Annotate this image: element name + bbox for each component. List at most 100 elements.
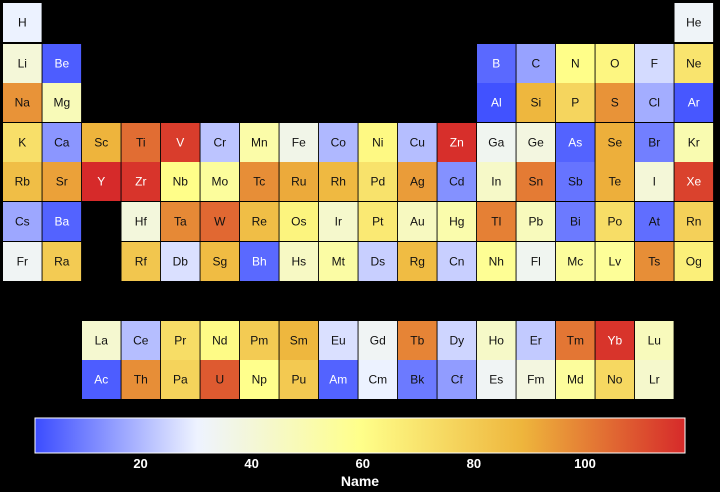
element-cell-eu[interactable]: [319, 321, 358, 360]
element-cell-v[interactable]: [161, 123, 200, 162]
element-cell-mn[interactable]: [240, 123, 279, 162]
element-cell-nd[interactable]: [200, 321, 240, 360]
element-cell-se[interactable]: [595, 123, 635, 162]
element-cell-pt[interactable]: [358, 202, 398, 241]
element-cell-au[interactable]: [398, 202, 437, 241]
element-cell-be[interactable]: [42, 44, 82, 83]
element-cell-yb[interactable]: [595, 321, 635, 360]
element-cell-cl[interactable]: [635, 83, 674, 122]
element-cell-re[interactable]: [240, 202, 279, 241]
element-cell-co[interactable]: [319, 123, 358, 162]
element-cell-in[interactable]: [477, 162, 516, 201]
element-cell-te[interactable]: [595, 162, 635, 201]
element-cell-ag[interactable]: [398, 162, 437, 201]
element-cell-c[interactable]: [516, 44, 556, 83]
element-cell-dy[interactable]: [437, 321, 477, 360]
element-cell-rb[interactable]: [3, 162, 42, 201]
element-cell-tm[interactable]: [556, 321, 595, 360]
element-cell-bi[interactable]: [556, 202, 595, 241]
element-cell-hf[interactable]: [121, 202, 161, 241]
element-cell-zr[interactable]: [121, 162, 161, 201]
element-cell-no[interactable]: [595, 360, 635, 399]
element-cell-sr[interactable]: [42, 162, 82, 201]
element-cell-la[interactable]: [82, 321, 121, 360]
element-cell-sm[interactable]: [279, 321, 319, 360]
element-cell-ra[interactable]: [42, 242, 82, 281]
element-cell-cn[interactable]: [437, 242, 477, 281]
element-cell-ac[interactable]: [82, 360, 121, 399]
element-cell-ar[interactable]: [674, 83, 714, 122]
element-cell-p[interactable]: [556, 83, 595, 122]
element-cell-ta[interactable]: [161, 202, 200, 241]
element-cell-s[interactable]: [595, 83, 635, 122]
element-cell-fm[interactable]: [516, 360, 556, 399]
element-cell-h[interactable]: [3, 3, 42, 42]
element-cell-cu[interactable]: [398, 123, 437, 162]
element-cell-hg[interactable]: [437, 202, 477, 241]
element-cell-pd[interactable]: [358, 162, 398, 201]
element-cell-lr[interactable]: [635, 360, 674, 399]
element-cell-sc[interactable]: [82, 123, 121, 162]
element-cell-br[interactable]: [635, 123, 674, 162]
element-cell-pb[interactable]: [516, 202, 556, 241]
element-cell-ds[interactable]: [358, 242, 398, 281]
element-cell-sb[interactable]: [556, 162, 595, 201]
element-cell-pa[interactable]: [161, 360, 200, 399]
element-cell-es[interactable]: [477, 360, 516, 399]
element-cell-er[interactable]: [516, 321, 556, 360]
element-cell-mg[interactable]: [42, 83, 82, 122]
element-cell-na[interactable]: [3, 83, 42, 122]
element-cell-md[interactable]: [556, 360, 595, 399]
element-cell-ca[interactable]: [42, 123, 82, 162]
element-cell-b[interactable]: [477, 44, 516, 83]
element-cell-am[interactable]: [319, 360, 358, 399]
element-cell-sg[interactable]: [200, 242, 240, 281]
element-cell-hs[interactable]: [279, 242, 319, 281]
element-cell-ts[interactable]: [635, 242, 674, 281]
element-cell-th[interactable]: [121, 360, 161, 399]
element-cell-cm[interactable]: [358, 360, 398, 399]
element-cell-gd[interactable]: [358, 321, 398, 360]
element-cell-bk[interactable]: [398, 360, 437, 399]
element-cell-tc[interactable]: [240, 162, 279, 201]
element-cell-rg[interactable]: [398, 242, 437, 281]
element-cell-nb[interactable]: [161, 162, 200, 201]
element-cell-rh[interactable]: [319, 162, 358, 201]
element-cell-u[interactable]: [200, 360, 240, 399]
element-cell-lu[interactable]: [635, 321, 674, 360]
element-cell-f[interactable]: [635, 44, 674, 83]
element-cell-rn[interactable]: [674, 202, 714, 241]
element-cell-rf[interactable]: [121, 242, 161, 281]
element-cell-fl[interactable]: [516, 242, 556, 281]
element-cell-w[interactable]: [200, 202, 240, 241]
element-cell-cf[interactable]: [437, 360, 477, 399]
element-cell-ni[interactable]: [358, 123, 398, 162]
element-cell-ne[interactable]: [674, 44, 714, 83]
element-cell-pm[interactable]: [240, 321, 279, 360]
element-cell-he[interactable]: [674, 3, 714, 42]
element-cell-ga[interactable]: [477, 123, 516, 162]
element-cell-si[interactable]: [516, 83, 556, 122]
element-cell-pu[interactable]: [279, 360, 319, 399]
element-cell-nh[interactable]: [477, 242, 516, 281]
element-cell-n[interactable]: [556, 44, 595, 83]
element-cell-bh[interactable]: [240, 242, 279, 281]
element-cell-k[interactable]: [3, 123, 42, 162]
element-cell-ho[interactable]: [477, 321, 516, 360]
element-cell-tb[interactable]: [398, 321, 437, 360]
element-cell-fe[interactable]: [279, 123, 319, 162]
element-cell-mo[interactable]: [200, 162, 240, 201]
element-cell-cd[interactable]: [437, 162, 477, 201]
element-cell-og[interactable]: [674, 242, 714, 281]
element-cell-al[interactable]: [477, 83, 516, 122]
element-cell-pr[interactable]: [161, 321, 200, 360]
element-cell-np[interactable]: [240, 360, 279, 399]
element-cell-ru[interactable]: [279, 162, 319, 201]
element-cell-mt[interactable]: [319, 242, 358, 281]
element-cell-mc[interactable]: [556, 242, 595, 281]
element-cell-db[interactable]: [161, 242, 200, 281]
element-cell-o[interactable]: [595, 44, 635, 83]
element-cell-zn[interactable]: [437, 123, 477, 162]
element-cell-ba[interactable]: [42, 202, 82, 241]
element-cell-cs[interactable]: [3, 202, 42, 241]
